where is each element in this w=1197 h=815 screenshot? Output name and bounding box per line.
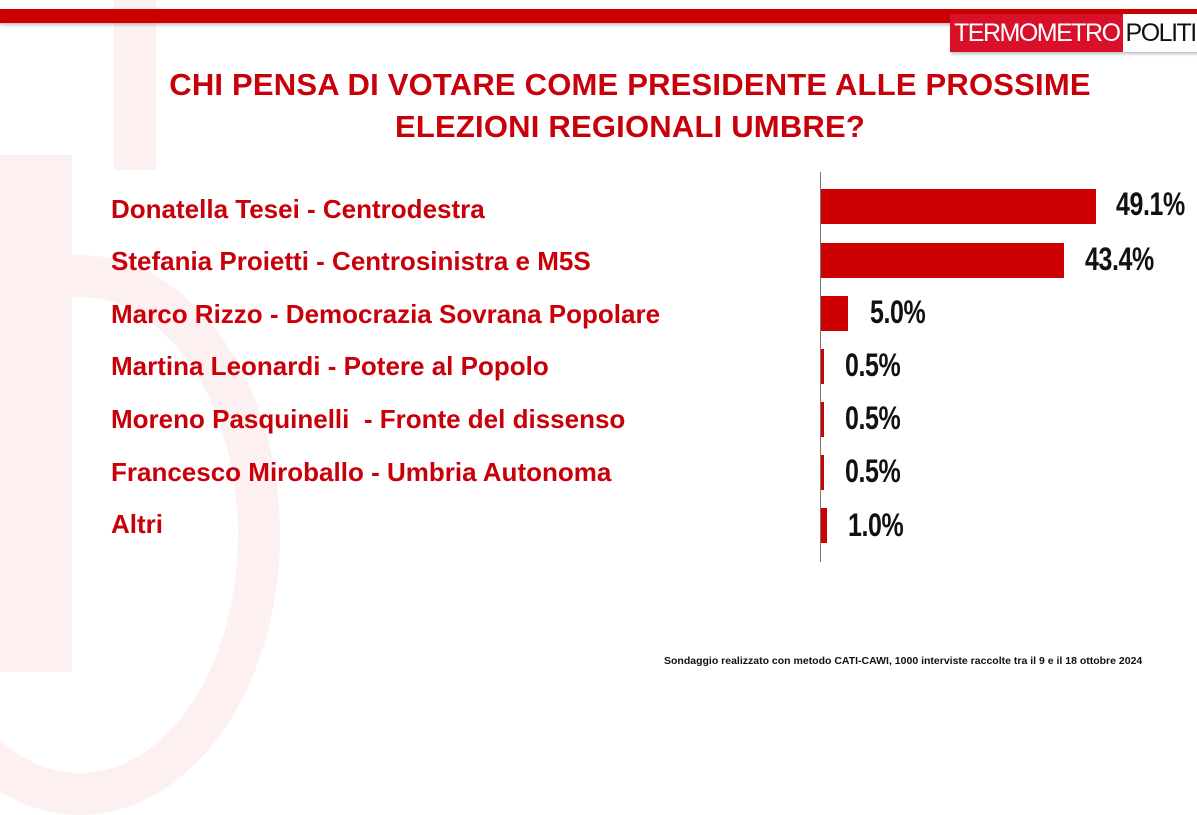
- bar-miroballo: [821, 455, 824, 490]
- row-label-miroballo: Francesco Miroballo - Umbria Autonoma: [111, 457, 612, 487]
- bar-rizzo: [821, 296, 848, 331]
- bar-pasquinelli: [821, 402, 824, 437]
- survey-methodology-note: Sondaggio realizzato con metodo CATI-CAW…: [664, 655, 1143, 667]
- chart-title: CHI PENSA DI VOTARE COME PRESIDENTE ALLE…: [100, 64, 1160, 148]
- top-red-bar: [0, 9, 1197, 23]
- watermark-shape: [114, 0, 156, 170]
- bar-leonardi: [821, 349, 824, 384]
- row-label-proietti: Stefania Proietti - Centrosinistra e M5S: [111, 246, 591, 276]
- termometro-politico-logo: TERMOMETRO POLITICO: [950, 14, 1197, 52]
- row-label-tesei: Donatella Tesei - Centrodestra: [111, 194, 485, 224]
- bar-proietti: [821, 243, 1064, 278]
- value-label-leonardi: 0.5%: [845, 347, 901, 383]
- logo-part-politico: POLITICO: [1122, 14, 1197, 52]
- title-line-1: CHI PENSA DI VOTARE COME PRESIDENTE ALLE…: [169, 67, 1091, 102]
- value-label-tesei: 49.1%: [1116, 186, 1185, 222]
- row-label-leonardi: Martina Leonardi - Potere al Popolo: [111, 351, 549, 381]
- logo-part-termometro: TERMOMETRO: [950, 14, 1123, 52]
- bar-altri: [821, 508, 827, 543]
- row-label-rizzo: Marco Rizzo - Democrazia Sovrana Popolar…: [111, 299, 661, 329]
- chart-axis-line: [820, 172, 821, 562]
- title-line-2: ELEZIONI REGIONALI UMBRE?: [395, 109, 865, 144]
- row-label-pasquinelli: Moreno Pasquinelli - Fronte del dissenso: [111, 404, 626, 434]
- value-label-pasquinelli: 0.5%: [845, 400, 901, 436]
- value-label-rizzo: 5.0%: [870, 294, 926, 330]
- bar-tesei: [821, 189, 1096, 224]
- value-label-miroballo: 0.5%: [845, 453, 901, 489]
- value-label-proietti: 43.4%: [1085, 241, 1154, 277]
- row-label-altri: Altri: [111, 509, 163, 539]
- value-label-altri: 1.0%: [848, 507, 904, 543]
